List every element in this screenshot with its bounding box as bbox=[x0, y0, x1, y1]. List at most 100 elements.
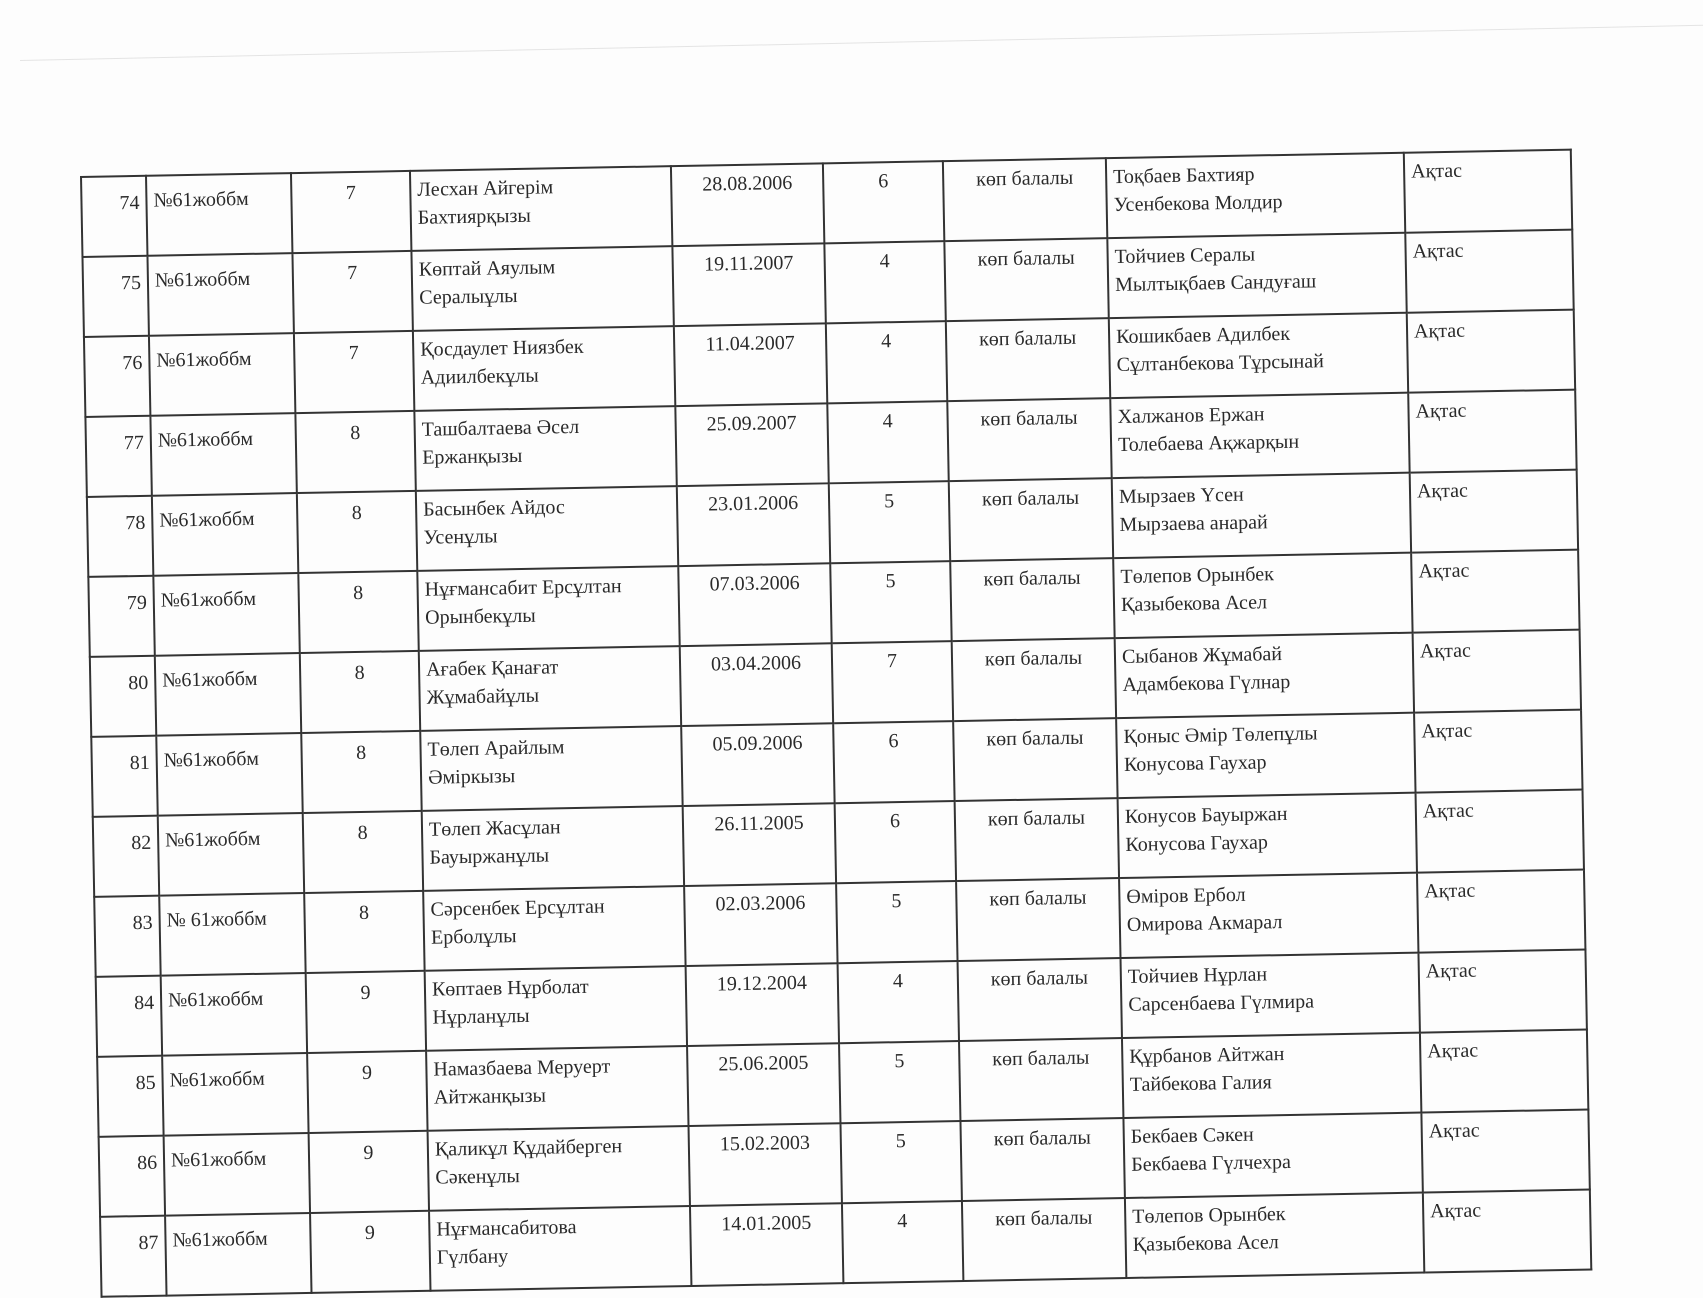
cell-text: Омирова Акмарал bbox=[1126, 911, 1283, 936]
locality-cell: Ақтас bbox=[1414, 709, 1583, 793]
cell-text: Ташбалтаева Әсел bbox=[421, 415, 580, 441]
birth-date-cell: 02.03.2006 bbox=[684, 883, 838, 967]
locality-cell: Ақтас bbox=[1416, 869, 1586, 953]
children-count-cell: 4 bbox=[841, 1201, 964, 1284]
cell-text: 8 bbox=[352, 581, 364, 605]
locality-cell: Ақтас bbox=[1405, 229, 1574, 313]
locality-cell: Ақтас bbox=[1421, 1109, 1590, 1193]
cell-text: көп балалы bbox=[978, 326, 1077, 351]
children-count-cell: 5 bbox=[839, 1041, 961, 1124]
student-name-cell: Қосдаулет Ниязбек Адиилбекұлы bbox=[412, 326, 676, 411]
parents-cell: Қоныс Әмір Төлепұлы Конусова Гаухар bbox=[1116, 712, 1416, 799]
cell-text: 03.04.2006 bbox=[710, 651, 802, 676]
cell-text: Төлепов Орынбек bbox=[1132, 1203, 1286, 1228]
cell-text: көп балалы bbox=[984, 646, 1083, 671]
birth-date-cell: 25.09.2007 bbox=[675, 403, 829, 487]
row-number: 81 bbox=[91, 735, 158, 817]
birth-date-cell: 11.04.2007 bbox=[673, 323, 828, 407]
cell-text: Ақтас bbox=[1419, 639, 1472, 663]
cell-text: Тайбекова Галия bbox=[1129, 1071, 1272, 1096]
cell-text: Конусова Гаухар bbox=[1123, 751, 1267, 776]
cell-text: 83 bbox=[132, 911, 153, 935]
children-count-cell: 5 bbox=[830, 561, 952, 644]
cell-text: 8 bbox=[354, 661, 365, 685]
student-name-cell: Сәрсенбек Ерсұлтан Ерболұлы bbox=[423, 886, 686, 971]
cell-text: №61жоббм bbox=[157, 427, 254, 452]
cell-text: Көптай Аяулым bbox=[418, 256, 556, 281]
cell-text: 28.08.2006 bbox=[702, 171, 793, 196]
cell-text: көп балалы bbox=[980, 406, 1078, 431]
row-number: 82 bbox=[92, 815, 160, 897]
cell-text: Нұғмансабитова bbox=[436, 1216, 577, 1241]
cell-text: Көптаев Нұрболат bbox=[431, 975, 589, 1001]
school-cell: № 61жоббм bbox=[159, 893, 306, 976]
birth-date-cell: 14.01.2005 bbox=[689, 1203, 844, 1286]
family-status-cell: көп балалы bbox=[961, 1198, 1127, 1281]
student-name-cell: Лесхан Айгерім Бахтиярқызы bbox=[409, 166, 673, 251]
cell-text: 82 bbox=[131, 831, 152, 855]
cell-text: №61жоббм bbox=[169, 1067, 265, 1092]
grade-cell: 8 bbox=[304, 890, 425, 973]
cell-text: Төлеп Жасұлан bbox=[428, 816, 561, 841]
row-number: 78 bbox=[86, 495, 154, 577]
parents-cell: Сыбанов Жұмабай Адамбекова Гүлнар bbox=[1114, 632, 1415, 719]
cell-text: көп балалы bbox=[990, 966, 1089, 991]
children-count-cell: 4 bbox=[827, 401, 949, 484]
birth-date-cell: 19.11.2007 bbox=[672, 243, 826, 327]
cell-text: Кошикбаев Адилбек bbox=[1115, 322, 1291, 349]
cell-text: 11.04.2007 bbox=[705, 331, 796, 356]
cell-text: Сәрсенбек Ерсұлтан bbox=[430, 895, 605, 921]
cell-text: 9 bbox=[360, 981, 371, 1004]
cell-text: Ақтас bbox=[1415, 399, 1467, 423]
cell-text: 25.09.2007 bbox=[706, 411, 797, 436]
student-name-cell: Қаликұл Құдайберген Сәкенұлы bbox=[427, 1126, 690, 1211]
cell-text: Бекбаева Гүлчехра bbox=[1131, 1150, 1292, 1176]
parents-cell: Тоқбаев Бахтияр Усенбекова Молдир bbox=[1105, 152, 1406, 239]
row-number: 80 bbox=[89, 655, 157, 737]
children-count-cell: 6 bbox=[834, 801, 957, 884]
grade-cell: 8 bbox=[301, 730, 422, 814]
birth-date-cell: 26.11.2005 bbox=[682, 803, 837, 887]
family-status-cell: көп балалы bbox=[956, 878, 1121, 962]
school-cell: №61жоббм bbox=[156, 733, 303, 816]
cell-text: Ақтас bbox=[1427, 1039, 1479, 1063]
cell-text: 25.06.2005 bbox=[718, 1051, 809, 1076]
cell-text: Мырзаев Үсен bbox=[1118, 483, 1244, 509]
cell-text: көп балалы bbox=[995, 1206, 1093, 1231]
cell-text: 7 bbox=[345, 181, 357, 205]
cell-text: Ақтас bbox=[1412, 239, 1464, 263]
cell-text: Ақтас bbox=[1428, 1119, 1480, 1143]
family-status-cell: көп балалы bbox=[958, 1038, 1124, 1122]
cell-text: 15.02.2003 bbox=[719, 1131, 811, 1156]
cell-text: Ақтас bbox=[1418, 559, 1470, 583]
grade-cell: 8 bbox=[296, 490, 418, 574]
school-cell: №61жоббм bbox=[153, 573, 300, 656]
cell-text: 81 bbox=[129, 751, 150, 775]
cell-text: 8 bbox=[357, 821, 368, 845]
cell-text: 9 bbox=[363, 1141, 374, 1164]
cell-text: № 61жоббм bbox=[166, 907, 268, 932]
cell-text: Қаликұл Құдайберген bbox=[434, 1135, 623, 1161]
family-status-cell: көп балалы bbox=[947, 398, 1112, 482]
cell-text: Ақтас bbox=[1429, 1199, 1482, 1223]
grade-cell: 8 bbox=[302, 810, 424, 894]
cell-text: Орынбекұлы bbox=[424, 604, 536, 629]
children-count-cell: 4 bbox=[825, 321, 948, 404]
student-name-cell: Нұғмансабит Ерсұлтан Орынбекұлы bbox=[417, 566, 680, 651]
family-status-cell: көп балалы bbox=[957, 958, 1122, 1042]
cell-text: №61жоббм bbox=[163, 747, 260, 772]
cell-text: Бекбаев Сәкен bbox=[1130, 1123, 1254, 1148]
family-status-cell: көп балалы bbox=[944, 238, 1109, 322]
cell-text: Толебаева Ақжарқын bbox=[1117, 430, 1300, 457]
cell-text: Намазбаева Меруерт bbox=[433, 1055, 611, 1081]
cell-text: 74 bbox=[119, 191, 140, 215]
locality-cell: Ақтас bbox=[1406, 309, 1576, 393]
cell-text: 19.12.2004 bbox=[716, 971, 808, 996]
cell-text: 85 bbox=[135, 1071, 156, 1095]
cell-text: Басынбек Айдос bbox=[422, 496, 565, 521]
children-count-cell: 6 bbox=[822, 161, 945, 244]
cell-text: Төлепов Орынбек bbox=[1120, 563, 1275, 588]
cell-text: 14.01.2005 bbox=[721, 1211, 812, 1236]
school-cell: №61жоббм bbox=[163, 1132, 311, 1216]
grade-cell: 9 bbox=[307, 1050, 428, 1133]
